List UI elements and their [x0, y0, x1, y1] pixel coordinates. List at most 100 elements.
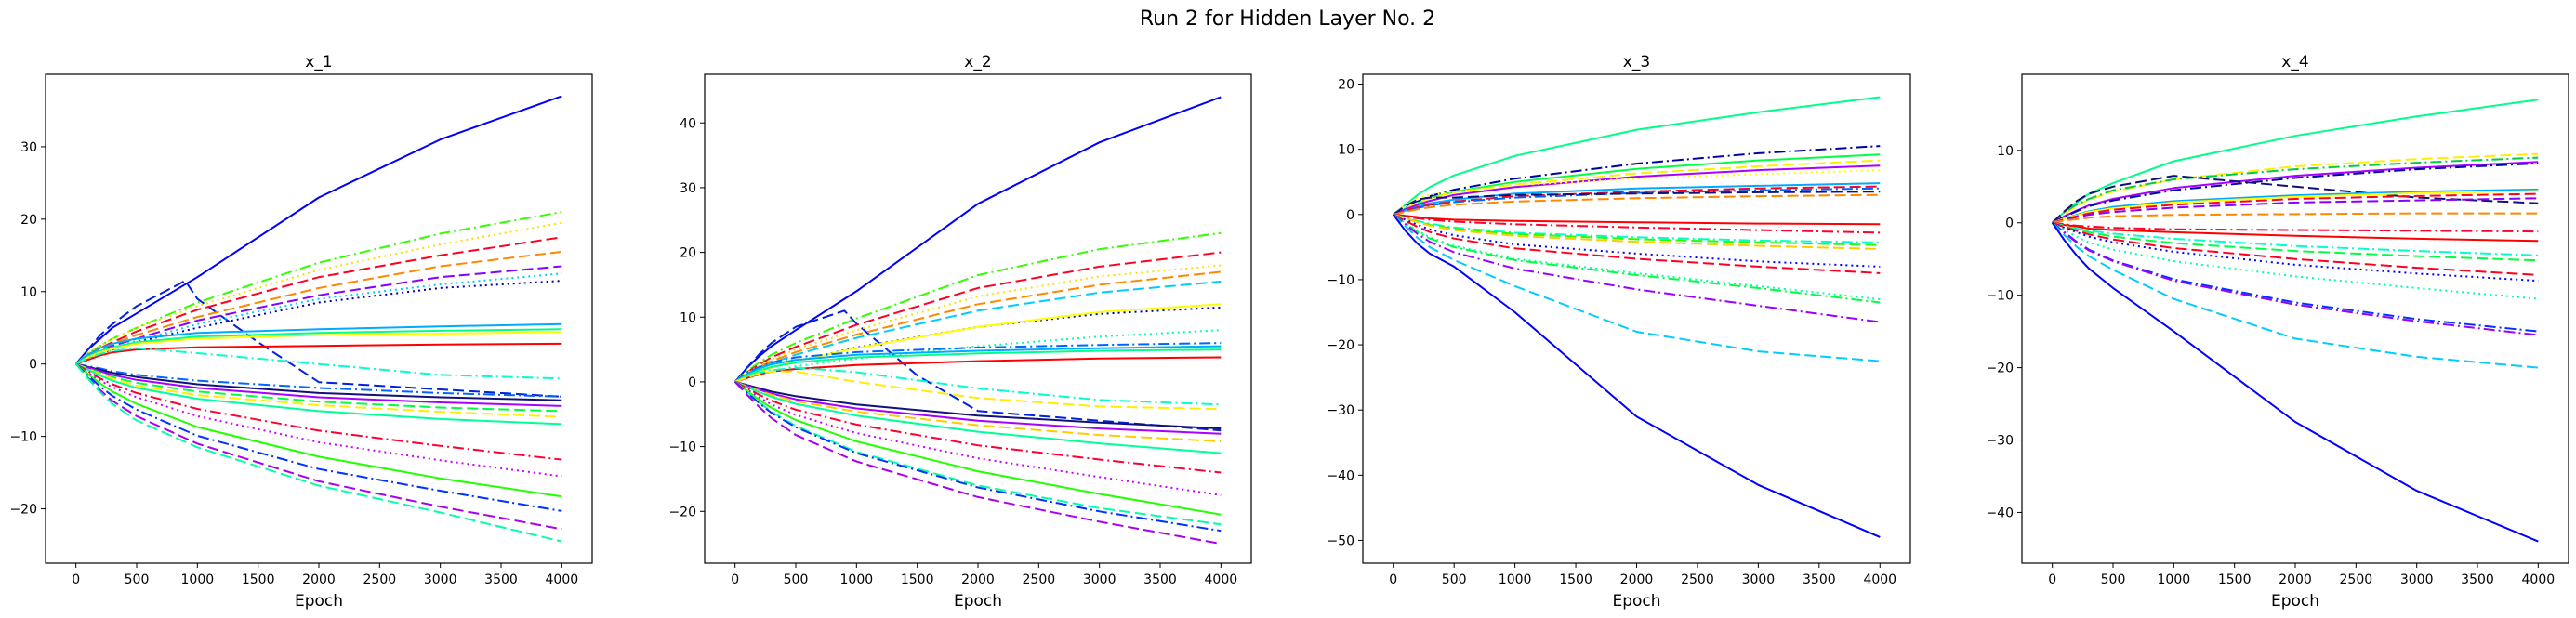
- subplot-2: 0 500 1000 1500 2000 2500 3000 3500 4000 −20 −10 0 1…: [668, 53, 1252, 611]
- subplot-4: 0 500 1000 1500 2000 2500 3000 3500 4000 −40 −30 −2…: [1986, 53, 2569, 611]
- y-tick-label: −10: [1327, 273, 1354, 288]
- series-line-10: [1393, 191, 1881, 216]
- series-line-2: [74, 280, 562, 398]
- series-line-20: [1393, 213, 1881, 304]
- series-line-16: [734, 370, 1222, 411]
- subplot-title: x_2: [964, 53, 991, 72]
- x-tick-label: 3500: [484, 572, 518, 587]
- x-tick-label: 0: [2048, 572, 2056, 587]
- series-line-16: [2052, 221, 2539, 276]
- series-line-1: [1393, 96, 1881, 216]
- x-tick-label: 3000: [424, 572, 457, 587]
- series-line-8: [1393, 185, 1881, 216]
- series-line-20: [75, 362, 562, 426]
- series-line-6: [1393, 169, 1881, 216]
- x-tick-label: 0: [72, 572, 80, 587]
- series-line-26: [74, 363, 562, 543]
- x-tick-label: 2000: [1620, 572, 1654, 587]
- series-line-11: [1393, 193, 1881, 216]
- series-line-2: [2052, 152, 2539, 224]
- series-line-15: [734, 366, 1222, 406]
- series-line-22: [2051, 222, 2539, 543]
- x-tick-label: 3000: [1742, 572, 1776, 587]
- series-line-17: [1393, 213, 1881, 268]
- y-tick-label: 20: [1338, 78, 1354, 93]
- y-tick-label: 20: [680, 246, 696, 261]
- series-line-3: [734, 231, 1222, 383]
- series-line-21: [734, 381, 1222, 474]
- y-tick-label: 0: [688, 375, 696, 390]
- x-tick-label: 0: [731, 572, 739, 587]
- series-line-10: [75, 322, 562, 365]
- series-line-20: [734, 380, 1222, 454]
- series-line-21: [1393, 214, 1881, 323]
- series-line-5: [2052, 162, 2539, 224]
- series-line-11: [734, 342, 1222, 383]
- series-line-4: [2052, 161, 2539, 224]
- series-line-25: [734, 381, 1222, 533]
- y-tick-label: 30: [20, 140, 37, 155]
- x-tick-label: 3500: [1803, 572, 1836, 587]
- series-line-13: [2052, 221, 2539, 243]
- series-line-23: [75, 362, 562, 498]
- series-line-13: [1393, 213, 1881, 234]
- subplot-3: 0 500 1000 1500 2000 2500 3000 3500 4000 −50 −40 −3…: [1327, 53, 1911, 611]
- series-line-16: [1393, 213, 1881, 250]
- x-tick-label: 3000: [2400, 572, 2434, 587]
- y-tick-label: 10: [1997, 144, 2014, 159]
- series-line-5: [1393, 164, 1881, 216]
- y-tick-label: 10: [680, 310, 696, 325]
- series-line-3: [2052, 156, 2539, 224]
- y-tick-label: 0: [29, 358, 37, 373]
- x-tick-label: 500: [125, 572, 150, 587]
- x-tick-label: 3500: [1143, 572, 1177, 587]
- x-tick-label: 2000: [302, 572, 336, 587]
- series-line-3: [75, 211, 562, 365]
- x-tick-label: 2000: [961, 572, 995, 587]
- y-tick-label: 10: [20, 285, 37, 300]
- y-tick-label: −10: [9, 430, 37, 445]
- series-line-23: [734, 381, 1222, 516]
- x-tick-label: 1000: [181, 572, 215, 587]
- series-line-20: [2052, 221, 2539, 336]
- x-tick-label: 1000: [1499, 572, 1532, 587]
- series-line-21: [75, 362, 562, 461]
- series-line-17: [75, 362, 562, 407]
- series-line-12: [75, 331, 562, 365]
- subplot-title: x_3: [1623, 53, 1650, 72]
- x-tick-label: 1000: [2158, 572, 2191, 587]
- series-line-22: [1393, 214, 1881, 362]
- x-tick-label: 1500: [242, 572, 275, 587]
- figure-title: Run 2 for Hidden Layer No. 2: [1140, 7, 1435, 31]
- series-line-26: [733, 381, 1222, 546]
- series-line-13: [75, 342, 562, 365]
- y-tick-label: 0: [2005, 217, 2014, 231]
- series-line-2: [733, 309, 1222, 432]
- y-tick-label: −20: [668, 505, 696, 519]
- y-tick-label: −10: [1986, 289, 2014, 304]
- y-tick-label: −50: [1327, 533, 1354, 548]
- series-line-11: [2052, 212, 2539, 224]
- series-line-14: [1393, 213, 1881, 243]
- series-line-21: [2051, 222, 2539, 369]
- series-line-10: [2052, 197, 2539, 224]
- y-tick-label: 10: [1338, 143, 1354, 158]
- x-tick-label: 4000: [546, 572, 579, 587]
- x-tick-label: 1500: [901, 572, 934, 587]
- x-tick-label: 4000: [1205, 572, 1238, 587]
- y-tick-label: −20: [1327, 338, 1354, 353]
- y-tick-label: −40: [1986, 506, 2014, 520]
- series-line-14: [75, 347, 562, 380]
- x-tick-label: 500: [1442, 572, 1467, 587]
- series-group: [2051, 99, 2539, 543]
- series-line-4: [734, 251, 1222, 383]
- y-tick-label: 40: [680, 116, 696, 131]
- series-line-15: [75, 362, 562, 398]
- x-tick-label: 2500: [363, 572, 397, 587]
- x-tick-label: 2000: [2279, 572, 2312, 587]
- y-tick-label: −20: [9, 503, 37, 518]
- series-line-17: [2052, 221, 2539, 283]
- x-tick-label: 4000: [1863, 572, 1896, 587]
- subplot-1: 0 500 1000 1500 2000 2500 3000 3500 4000 −20 −10 0 1…: [9, 53, 593, 611]
